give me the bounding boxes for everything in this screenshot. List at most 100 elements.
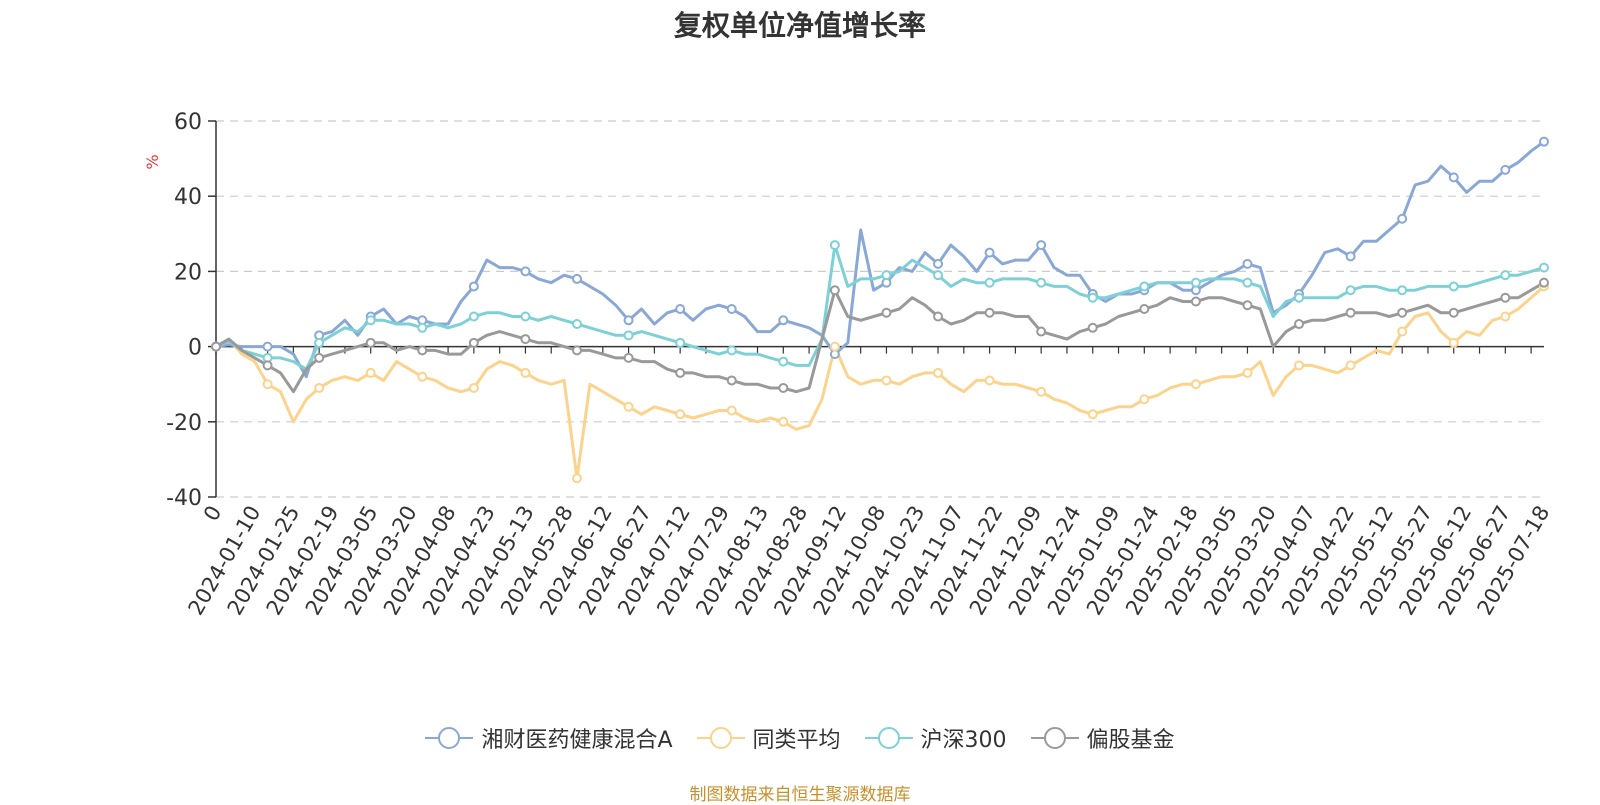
series-point — [1448, 172, 1459, 183]
series-lines — [214, 140, 1546, 480]
series-point — [1294, 360, 1305, 371]
series-point — [933, 311, 944, 322]
grid-lines — [216, 120, 1544, 498]
series-point — [778, 315, 789, 326]
series-point — [1139, 394, 1150, 405]
series-point — [520, 334, 531, 345]
series-point — [1036, 277, 1047, 288]
series-point — [1345, 360, 1356, 371]
series-point — [675, 409, 686, 420]
legend-item[interactable]: 偏股基金 — [1030, 722, 1175, 754]
series-point — [675, 304, 686, 314]
series-point — [1539, 277, 1549, 288]
series-point — [1448, 337, 1459, 348]
series-point — [1539, 136, 1549, 147]
x-tick-label: 0 — [199, 502, 226, 526]
y-tick-label: 0 — [188, 336, 202, 361]
series-point — [675, 337, 686, 348]
series-point — [778, 416, 789, 427]
series-point — [1036, 240, 1047, 251]
series-point — [1345, 251, 1356, 262]
series-point — [572, 273, 583, 284]
series-point — [984, 307, 995, 318]
series-point — [1087, 322, 1098, 333]
series-point — [1397, 213, 1408, 224]
series-point — [1242, 277, 1253, 288]
series-point — [1190, 277, 1201, 288]
series-point — [984, 277, 995, 288]
y-tick-label: -40 — [166, 486, 202, 511]
series-line-1 — [214, 284, 1546, 480]
legend-symbol-icon — [1030, 726, 1079, 750]
series-markers — [211, 136, 1549, 484]
series-point — [417, 345, 428, 356]
series-point — [623, 401, 634, 412]
series-point — [572, 345, 583, 356]
series-point — [1539, 262, 1549, 273]
series-point — [1087, 292, 1098, 303]
series-point — [1087, 409, 1098, 420]
series-point — [1500, 164, 1511, 175]
series-point — [1190, 296, 1201, 307]
series-point — [881, 270, 892, 281]
series-point — [1448, 281, 1459, 292]
series-point — [262, 379, 273, 390]
series-point — [1345, 285, 1356, 296]
y-tick-label: 20 — [174, 260, 202, 285]
series-point — [623, 315, 634, 326]
series-point — [933, 270, 944, 281]
series-point — [829, 285, 840, 296]
series-point — [365, 315, 376, 326]
axes — [208, 120, 1544, 498]
series-point — [468, 281, 479, 292]
tick-labels: -40-200204060%02024-01-102024-01-252024-… — [143, 110, 1554, 619]
series-point — [417, 322, 428, 333]
series-point — [1139, 281, 1150, 292]
legend-item[interactable]: 同类平均 — [696, 722, 841, 754]
series-point — [778, 356, 789, 367]
legend-label: 湘财医药健康混合A — [481, 728, 673, 753]
series-point — [829, 341, 840, 352]
legend-item[interactable]: 湘财医药健康混合A — [425, 722, 673, 754]
series-point — [778, 382, 789, 393]
series-point — [1036, 326, 1047, 337]
series-point — [829, 240, 840, 251]
series-point — [468, 337, 479, 348]
legend-item[interactable]: 沪深300 — [864, 722, 1007, 754]
series-point — [365, 367, 376, 378]
series-point — [417, 371, 428, 382]
series-line-0 — [214, 140, 1546, 379]
series-point — [726, 405, 737, 416]
series-point — [572, 319, 583, 330]
series-point — [1294, 292, 1305, 303]
y-axis-label: % — [143, 154, 162, 169]
series-point — [984, 375, 995, 386]
series-point — [520, 311, 531, 322]
series-line-3 — [214, 281, 1546, 394]
series-point — [572, 473, 583, 484]
series-point — [211, 341, 221, 352]
series-point — [984, 247, 995, 258]
series-point — [1500, 311, 1511, 322]
series-point — [675, 367, 686, 378]
series-point — [520, 266, 531, 277]
series-point — [1397, 326, 1408, 337]
series-point — [1242, 367, 1253, 378]
series-point — [262, 341, 273, 352]
series-point — [314, 382, 325, 393]
series-point — [881, 375, 892, 386]
series-point — [623, 330, 634, 341]
legend-symbol-icon — [696, 726, 745, 750]
legend-symbol-icon — [425, 726, 474, 750]
series-point — [314, 337, 325, 348]
series-point — [468, 382, 479, 393]
series-point — [933, 367, 944, 378]
series-point — [1397, 285, 1408, 296]
series-point — [1139, 304, 1150, 314]
series-point — [1500, 270, 1511, 281]
legend-label: 偏股基金 — [1086, 728, 1175, 753]
legend-label: 同类平均 — [752, 728, 841, 753]
y-tick-label: 40 — [174, 185, 202, 210]
series-point — [520, 367, 531, 378]
series-point — [1345, 307, 1356, 318]
